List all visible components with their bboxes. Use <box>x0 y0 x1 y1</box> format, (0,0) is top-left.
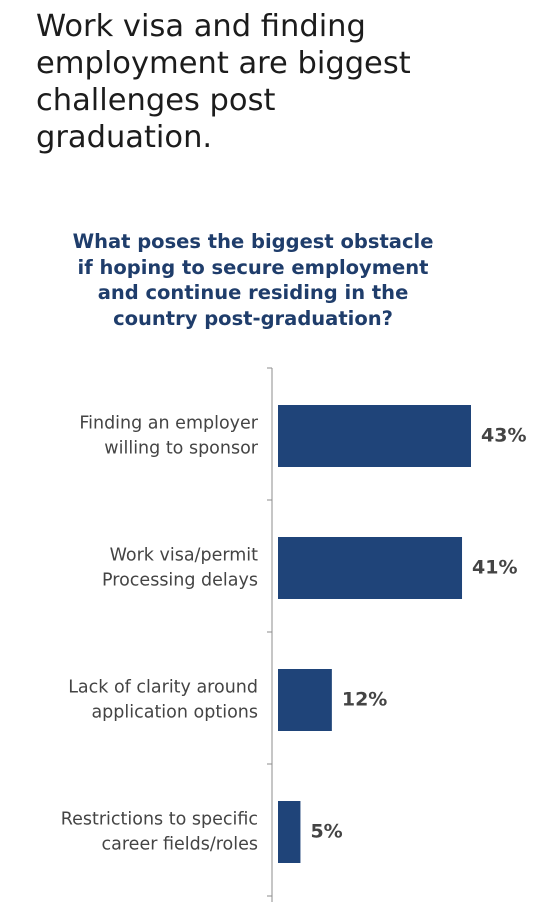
category-label-2-line-0: Lack of clarity around <box>68 678 258 698</box>
bar-2 <box>278 669 332 731</box>
bar-3 <box>278 801 301 863</box>
data-label-2: 12% <box>342 689 387 711</box>
data-label-0: 43% <box>481 425 526 447</box>
category-label-0-line-1: willing to sponsor <box>104 439 259 459</box>
category-label-1-line-1: Processing delays <box>102 571 258 591</box>
bar-0 <box>278 405 471 467</box>
bar-1 <box>278 537 463 599</box>
category-label-0-line-0: Finding an employer <box>79 414 258 434</box>
data-label-1: 41% <box>472 557 517 579</box>
category-label-1-line-0: Work visa/permit <box>110 546 259 566</box>
category-label-3-line-1: career fields/roles <box>102 835 258 855</box>
chart-title: What poses the biggest obstacle if hopin… <box>72 230 434 330</box>
data-label-3: 5% <box>310 821 342 843</box>
category-label-2-line-1: application options <box>91 703 258 723</box>
category-label-3-line-0: Restrictions to specific <box>61 810 258 830</box>
headline: Work visa and finding employment are big… <box>36 9 411 155</box>
bar-chart: 43% Finding an employer willing to sponsor… <box>61 367 526 902</box>
